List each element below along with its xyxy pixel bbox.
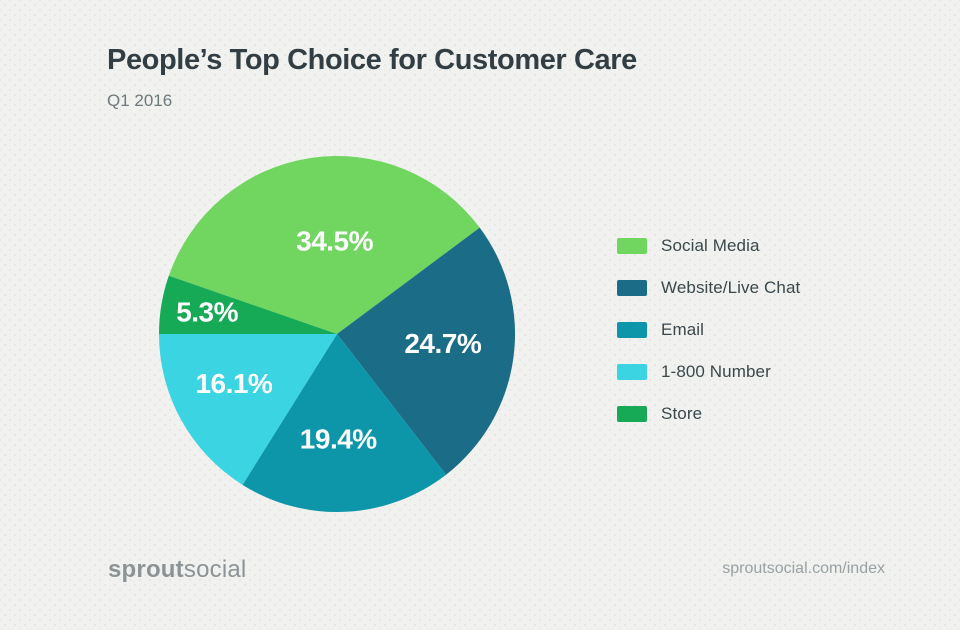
pie-chart: 34.5% 24.7% 19.4% 16.1% 5.3% bbox=[147, 144, 527, 524]
legend-item-email: Email bbox=[617, 309, 800, 351]
legend-label: Email bbox=[661, 320, 705, 339]
legend-label: Website/Live Chat bbox=[661, 278, 801, 297]
header: People’s Top Choice for Customer Care Q1… bbox=[107, 44, 637, 111]
pie-slice-email bbox=[242, 334, 447, 512]
pie-slice-website-live-chat bbox=[337, 227, 516, 475]
legend-swatch bbox=[617, 406, 647, 422]
pie-slice-social-media bbox=[168, 155, 480, 334]
slice-value-label: 19.4% bbox=[300, 423, 377, 454]
logo-text-social: social bbox=[183, 556, 247, 583]
legend-item-social-media: Social Media bbox=[617, 225, 800, 267]
slice-value-label: 5.3% bbox=[176, 297, 238, 328]
legend-label: Social Media bbox=[661, 236, 760, 255]
logo-text-sprout: sprout bbox=[108, 556, 184, 583]
pie-chart-svg: 34.5% 24.7% 19.4% 16.1% 5.3% bbox=[158, 155, 516, 512]
legend-swatch bbox=[617, 280, 647, 296]
page-title: People’s Top Choice for Customer Care bbox=[107, 44, 637, 76]
page-subtitle: Q1 2016 bbox=[107, 91, 173, 110]
slice-value-label: 16.1% bbox=[195, 368, 272, 399]
sprout-social-logo: sproutsocial bbox=[108, 556, 246, 584]
pie-slice-1-800-number bbox=[158, 333, 337, 485]
pie-slice-store bbox=[159, 275, 337, 334]
footer-url: sproutsocial.com/index bbox=[722, 560, 885, 577]
legend-label: Store bbox=[661, 404, 703, 423]
legend: Social Media Website/Live Chat Email 1-800 … bbox=[617, 225, 800, 435]
slice-value-label: 24.7% bbox=[404, 328, 481, 359]
legend-item-store: Store bbox=[617, 393, 800, 435]
legend-swatch bbox=[617, 322, 647, 338]
slice-value-label: 34.5% bbox=[296, 225, 373, 256]
legend-swatch bbox=[617, 364, 647, 380]
legend-swatch bbox=[617, 238, 647, 254]
legend-item-website-live-chat: Website/Live Chat bbox=[617, 267, 800, 309]
legend-label: 1-800 Number bbox=[661, 362, 771, 381]
legend-item-1-800-number: 1-800 Number bbox=[617, 351, 800, 393]
